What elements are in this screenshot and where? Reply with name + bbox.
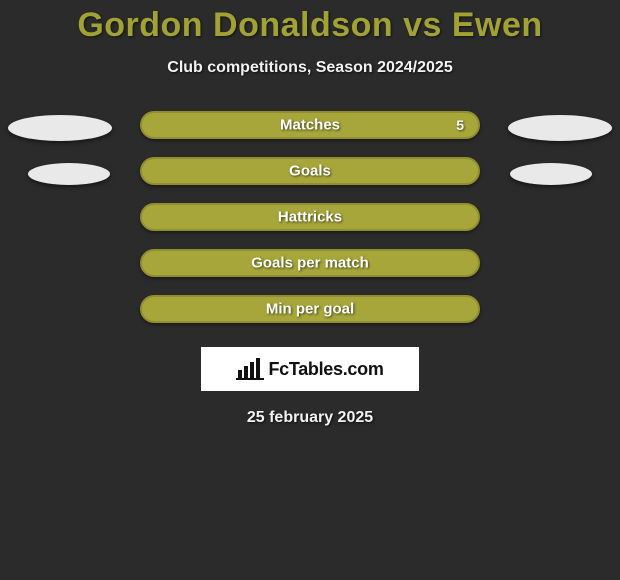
stat-bar: Goals [140,157,480,185]
stat-bar: Matches 5 [140,111,480,139]
date-text: 25 february 2025 [0,409,620,427]
row-hattricks: Hattricks [0,197,620,243]
row-min-per-goal: Min per goal [0,289,620,335]
row-goals-per-match: Goals per match [0,243,620,289]
stat-label: Hattricks [278,209,342,226]
stat-label: Goals per match [251,255,369,272]
row-matches: Matches 5 [0,105,620,151]
stat-bar: Goals per match [140,249,480,277]
stat-label: Min per goal [266,301,354,318]
brand-box: FcTables.com [201,347,419,391]
left-marker [28,163,110,185]
bar-chart-icon [236,358,264,380]
stat-bar: Min per goal [140,295,480,323]
stat-bar: Hattricks [140,203,480,231]
subtitle: Club competitions, Season 2024/2025 [0,59,620,77]
stats-rows: Matches 5 Goals Hattricks Goals per matc… [0,105,620,335]
stat-label: Goals [289,163,331,180]
right-marker [510,163,592,185]
left-marker [8,115,112,141]
right-marker [508,115,612,141]
page-title: Gordon Donaldson vs Ewen [0,0,620,45]
stat-label: Matches [280,117,340,134]
row-goals: Goals [0,151,620,197]
brand-text: FcTables.com [268,359,383,380]
stat-value: 5 [456,117,464,133]
